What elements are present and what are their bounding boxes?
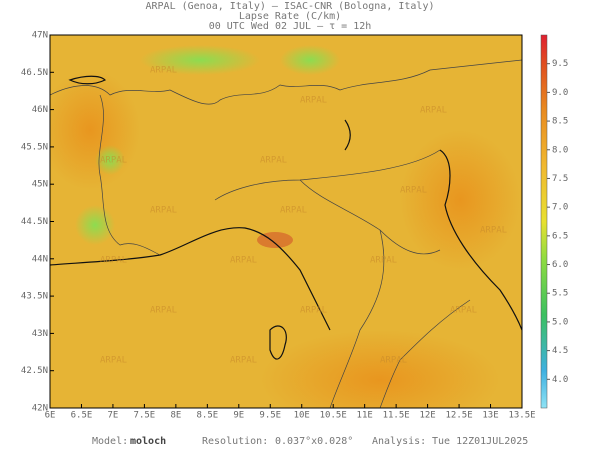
header-line: 00 UTC Wed 02 JUL – τ = 12h	[209, 21, 372, 32]
x-tick-label: 8.5E	[196, 411, 218, 421]
colorbar-tick-label: 4.5	[552, 346, 568, 356]
y-tick-label: 44N	[32, 254, 48, 264]
watermark: ARPAL	[370, 256, 397, 266]
watermark: ARPAL	[400, 186, 427, 196]
watermark: ARPAL	[480, 226, 507, 236]
x-tick-label: 12E	[419, 411, 435, 421]
footer-label: Analysis:	[372, 436, 426, 447]
map-field	[50, 35, 522, 408]
watermark: ARPAL	[260, 156, 287, 166]
y-tick-label: 45.5N	[21, 142, 48, 152]
x-tick-label: 13E	[482, 411, 498, 421]
colorbar-tick-label: 9.0	[552, 88, 568, 98]
watermark: ARPAL	[450, 306, 477, 316]
watermark: ARPAL	[300, 306, 327, 316]
x-tick-label: 9E	[233, 411, 244, 421]
y-tick-label: 42N	[32, 404, 48, 414]
watermark: ARPAL	[100, 156, 127, 166]
x-tick-label: 6.5E	[71, 411, 93, 421]
footer-value: 0.037°x0.028°	[275, 436, 353, 447]
watermark: ARPAL	[150, 66, 177, 76]
header-line: ARPAL (Genoa, Italy) – ISAC-CNR (Bologna…	[146, 1, 435, 12]
colorbar-tick-label: 6.5	[552, 231, 568, 241]
x-tick-label: 6E	[45, 411, 56, 421]
colorbar-tick-label: 5.0	[552, 317, 568, 327]
watermark: ARPAL	[230, 356, 257, 366]
x-tick-label: 9.5E	[259, 411, 281, 421]
x-tick-label: 10.5E	[320, 411, 347, 421]
watermark: ARPAL	[380, 356, 407, 366]
x-tick-label: 11E	[357, 411, 373, 421]
footer-label: Model:	[92, 436, 128, 447]
y-tick-label: 43N	[32, 329, 48, 339]
watermark: ARPAL	[150, 206, 177, 216]
watermark: ARPAL	[280, 206, 307, 216]
colorbar-tick-label: 5.5	[552, 289, 568, 299]
y-tick-label: 47N	[32, 31, 48, 41]
x-tick-label: 11.5E	[383, 411, 410, 421]
colorbar-tick-label: 7.0	[552, 203, 568, 213]
y-tick-label: 42.5N	[21, 366, 48, 376]
x-tick-label: 8E	[170, 411, 181, 421]
footer-label: Resolution:	[202, 436, 268, 447]
footer-value: Tue 12Z01JUL2025	[432, 436, 528, 447]
x-tick-label: 7.5E	[134, 411, 156, 421]
watermark: ARPAL	[100, 356, 127, 366]
y-tick-label: 44.5N	[21, 217, 48, 227]
watermark: ARPAL	[100, 256, 127, 266]
x-tick-label: 10E	[294, 411, 310, 421]
colorbar	[540, 34, 548, 409]
y-tick-label: 43.5N	[21, 292, 48, 302]
colorbar-tick-label: 4.0	[552, 375, 568, 385]
header-line: Lapse Rate (C/km)	[239, 11, 341, 22]
watermark: ARPAL	[420, 106, 447, 116]
y-tick-label: 46.5N	[21, 68, 48, 78]
colorbar-tick-label: 6.0	[552, 260, 568, 270]
watermark: ARPAL	[230, 256, 257, 266]
colorbar-tick-label: 8.0	[552, 145, 568, 155]
colorbar-tick-label: 8.5	[552, 117, 568, 127]
colorbar-tick-label: 7.5	[552, 174, 568, 184]
colorbar-tick-label: 9.5	[552, 59, 568, 69]
x-tick-label: 12.5E	[446, 411, 473, 421]
watermark: ARPAL	[150, 306, 177, 316]
x-tick-label: 13.5E	[508, 411, 535, 421]
x-tick-label: 7E	[108, 411, 119, 421]
y-tick-label: 45N	[32, 180, 48, 190]
y-tick-label: 46N	[32, 105, 48, 115]
watermark: ARPAL	[300, 96, 327, 106]
footer-value: moloch	[130, 436, 166, 447]
